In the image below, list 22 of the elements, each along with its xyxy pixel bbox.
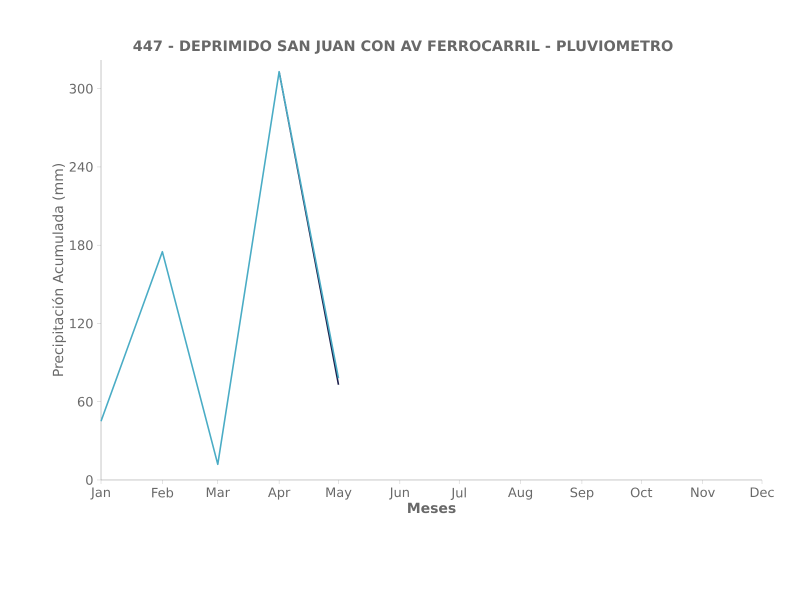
x-tick-label: May: [326, 488, 352, 500]
x-tick-label: Jun: [389, 488, 409, 500]
y-tick-label: 180: [70, 240, 93, 250]
line-series: [100, 70, 340, 466]
y-tick-label: 300: [70, 84, 93, 94]
x-tick-label: Oct: [630, 488, 652, 498]
y-tick-label: 120: [70, 318, 93, 328]
y-tick-label: 0: [86, 475, 93, 485]
x-tick-label: Sep: [570, 488, 594, 500]
x-axis-title: Meses: [408, 502, 456, 514]
x-tick-label: Aug: [508, 488, 532, 500]
y-axis-title: Precipitación Acumulada (mm): [52, 164, 66, 376]
chart-title: 447 - DEPRIMIDO SAN JUAN CON AV FERROCARRIL - PLUVIOMETRO: [133, 40, 673, 54]
x-tick-label: Nov: [691, 488, 715, 498]
y-tick-label: 240: [70, 162, 93, 172]
x-tick-label: Jan: [90, 488, 110, 500]
x-tick-label: Dec: [750, 488, 774, 498]
x-tick-label: Apr: [268, 488, 290, 500]
x-tick-label: Jul: [450, 488, 466, 500]
x-tick-label: Mar: [206, 488, 230, 498]
x-tick-label: Feb: [152, 488, 174, 498]
y-tick-label: 60: [78, 396, 93, 407]
